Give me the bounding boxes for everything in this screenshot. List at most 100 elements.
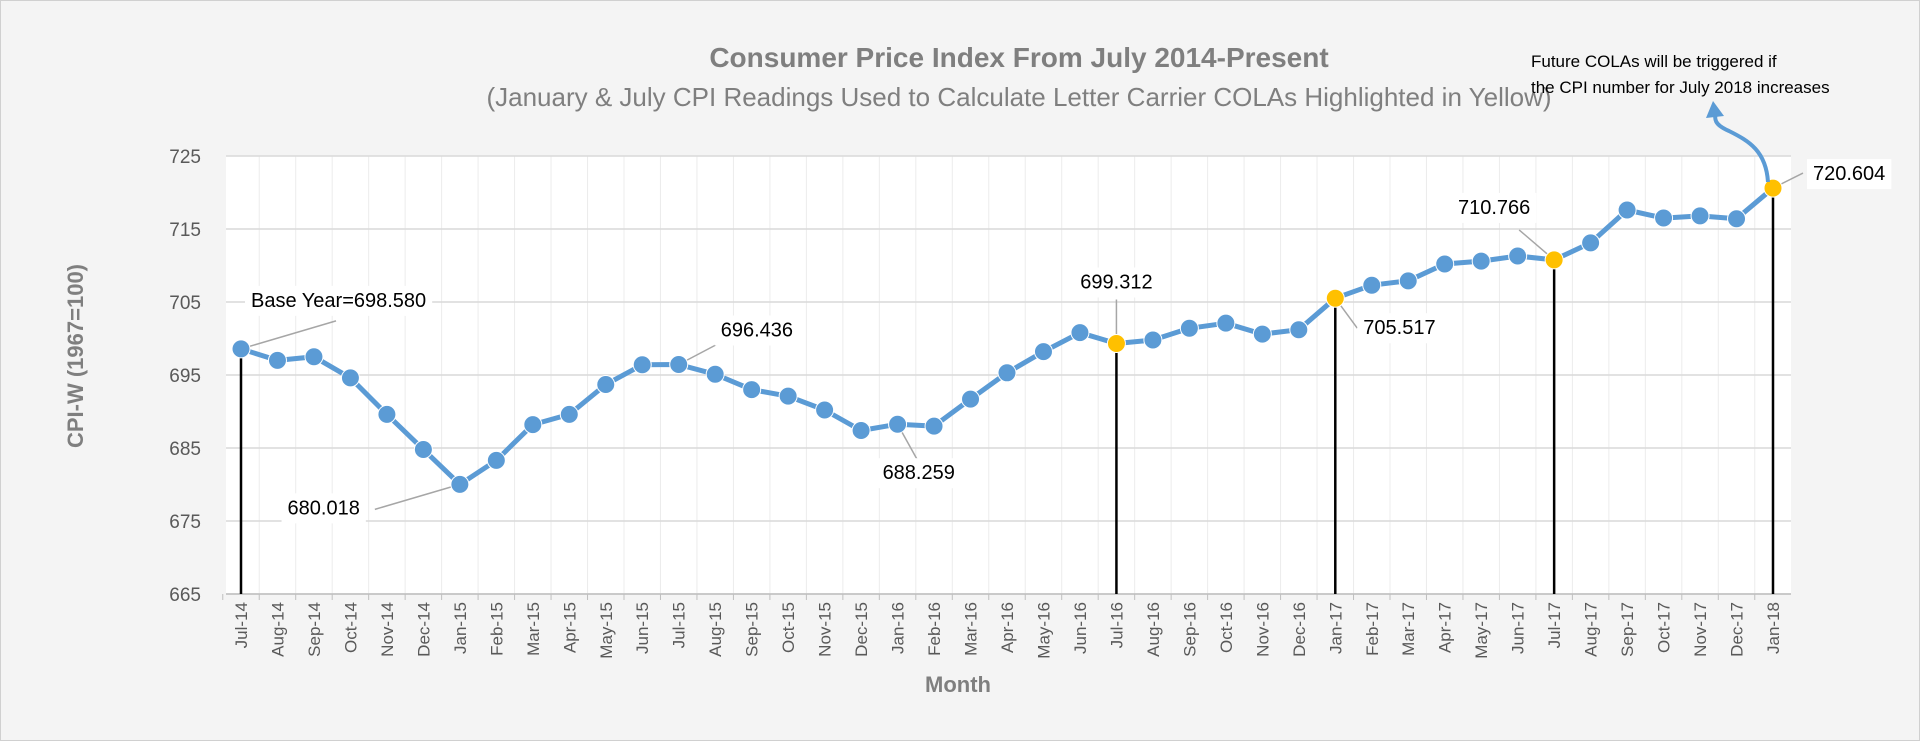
data-point — [413, 439, 433, 459]
drop-lines — [239, 188, 1775, 594]
data-point — [1435, 254, 1455, 274]
grid — [226, 155, 1791, 595]
x-tick-label: Jul-14 — [232, 602, 251, 648]
x-axis-label: Month — [925, 672, 991, 697]
x-tick-label: Aug-17 — [1582, 602, 1601, 657]
x-tick-label: Jul-15 — [670, 602, 689, 648]
x-tick-label: Aug-15 — [706, 602, 725, 657]
x-tick-label: Dec-14 — [414, 602, 433, 657]
data-point — [669, 355, 689, 375]
data-label-background — [1451, 192, 1537, 223]
x-tick-label: Jun-17 — [1509, 602, 1528, 654]
data-label-background — [1357, 313, 1442, 344]
data-points — [231, 178, 1783, 494]
x-tick-label: Jan-16 — [889, 602, 908, 654]
data-label-background — [876, 458, 961, 489]
highlighted-data-point — [1325, 288, 1345, 308]
data-label: Base Year=698.580 — [251, 290, 426, 312]
note-arrow-head-icon — [1706, 101, 1724, 118]
note-arrow-curve — [1713, 110, 1770, 183]
note-line-1: Future COLAs will be triggered if — [1531, 52, 1777, 71]
data-point — [1216, 313, 1236, 333]
data-point — [559, 404, 579, 424]
data-point — [267, 350, 287, 370]
data-labels: Base Year=698.580 680.018 696.436 688.259 69… — [245, 159, 1892, 524]
data-point — [304, 347, 324, 367]
x-tick-label: Mar-16 — [962, 602, 981, 656]
x-tick-label: Mar-17 — [1399, 602, 1418, 656]
x-tick-label: Feb-16 — [925, 602, 944, 656]
data-point — [1617, 200, 1637, 220]
data-point — [1362, 275, 1382, 295]
data-point — [1033, 342, 1053, 362]
data-point — [596, 374, 616, 394]
x-tick-label: May-17 — [1472, 602, 1491, 659]
data-point — [377, 404, 397, 424]
x-tick-label: Nov-14 — [378, 602, 397, 657]
x-tick-label: Oct-16 — [1217, 602, 1236, 653]
data-label: 699.312 — [1080, 272, 1152, 294]
data-point — [742, 380, 762, 400]
data-point — [997, 363, 1017, 383]
x-tick-label: Jan-15 — [451, 602, 470, 654]
data-point — [851, 420, 871, 440]
x-tick-label: Nov-17 — [1691, 602, 1710, 657]
x-tick-label: Jul-17 — [1545, 602, 1564, 648]
highlighted-data-point — [1544, 250, 1564, 270]
y-tick-label: 675 — [169, 512, 201, 533]
data-point — [815, 400, 835, 420]
data-label-background — [1807, 159, 1892, 190]
x-tick-label: Jul-16 — [1107, 602, 1126, 648]
x-tick-label: Jun-15 — [633, 602, 652, 654]
x-tick-label: Aug-16 — [1144, 602, 1163, 657]
x-tick-label: Oct-17 — [1655, 602, 1674, 653]
leader-line — [374, 483, 461, 511]
x-tick-label: Apr-15 — [560, 602, 579, 653]
axes: 665 675 685 695 705 715 725 Jul-14 Aug-14 Sep-14 O… — [169, 147, 1791, 659]
x-tick-label: Sep-17 — [1618, 602, 1637, 657]
x-tick-label: Sep-16 — [1180, 602, 1199, 657]
y-tick-label: 685 — [169, 439, 201, 460]
x-tick-label: Jan-18 — [1764, 602, 1783, 654]
highlighted-data-point — [1763, 178, 1783, 198]
data-label-background — [281, 493, 366, 524]
chart-title: Consumer Price Index From July 2014-Pres… — [709, 42, 1328, 73]
data-point — [705, 364, 725, 384]
data-point — [924, 416, 944, 436]
data-point — [1654, 208, 1674, 228]
data-label-background — [1074, 267, 1159, 298]
x-tick-label: May-15 — [597, 602, 616, 659]
data-point — [450, 474, 470, 494]
x-tick-label: Sep-15 — [743, 602, 762, 657]
data-point — [1727, 209, 1747, 229]
data-point — [961, 389, 981, 409]
data-point — [632, 355, 652, 375]
leader-line — [240, 320, 337, 350]
data-point — [1179, 318, 1199, 338]
x-tick-label: Apr-17 — [1436, 602, 1455, 653]
data-point — [486, 450, 506, 470]
data-label-background — [714, 315, 800, 346]
x-tick-label: Feb-15 — [487, 602, 506, 656]
data-label: 720.604 — [1813, 163, 1885, 185]
x-tick-label: Mar-15 — [524, 602, 543, 656]
data-point — [1508, 246, 1528, 266]
data-point — [1289, 320, 1309, 340]
data-label-background — [245, 285, 433, 316]
data-point — [340, 368, 360, 388]
highlighted-data-point — [1106, 334, 1126, 354]
y-tick-label: 665 — [169, 585, 201, 606]
x-tick-label: Dec-15 — [852, 602, 871, 657]
data-label: 688.259 — [883, 462, 955, 484]
data-label: 696.436 — [721, 320, 793, 342]
future-cola-note: Future COLAs will be triggered if the CP… — [1531, 52, 1830, 183]
x-tick-label: Oct-14 — [341, 602, 360, 653]
chart-subtitle: (January & July CPI Readings Used to Cal… — [486, 82, 1551, 112]
data-point — [1471, 251, 1491, 271]
y-tick-label: 705 — [169, 293, 201, 314]
y-tick-label: 725 — [169, 147, 201, 168]
x-tick-label: May-16 — [1034, 602, 1053, 659]
x-tick-label: Nov-15 — [816, 602, 835, 657]
x-tick-label: Sep-14 — [305, 602, 324, 657]
x-tick-label: Jan-17 — [1326, 602, 1345, 654]
